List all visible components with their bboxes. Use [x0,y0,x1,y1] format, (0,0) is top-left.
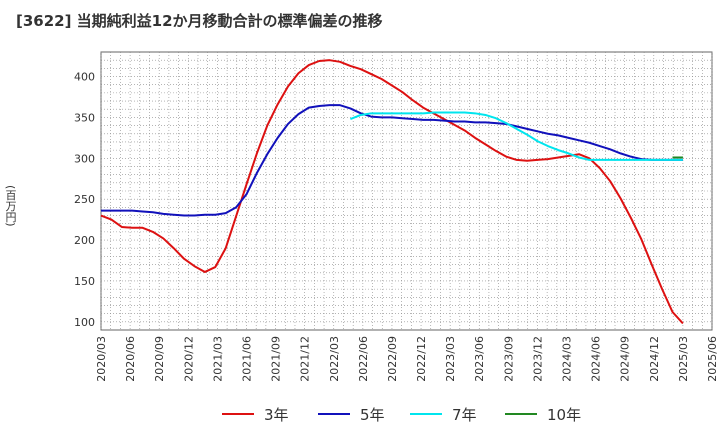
x-tick-label: 2024/09 [619,336,632,382]
x-tick-label: 2021/06 [240,336,253,382]
series-line-3 [350,111,683,161]
series-line-1 [100,59,684,325]
legend-item-3: 7年 [410,404,477,425]
y-tick-label: 200 [74,234,95,247]
x-axis-ticks: 2020/03 2020/06 2020/09 2020/12 2021/03 2021/… [95,336,719,382]
x-tick-label: 2020/06 [124,336,137,382]
x-tick-label: 2022/06 [357,336,370,382]
x-tick-label: 2025/03 [677,336,690,382]
legend-label: 3年 [264,406,289,424]
legend-label: 7年 [452,406,477,424]
x-tick-label: 2020/03 [95,336,108,382]
x-tick-label: 2023/09 [502,336,515,382]
x-tick-label: 2022/03 [328,336,341,382]
y-tick-label: 300 [74,152,95,165]
legend-swatch [505,412,537,415]
legend-item-2: 5年 [318,404,385,425]
legend-item-1: 3年 [222,404,289,425]
x-tick-label: 2024/12 [648,336,661,382]
x-tick-label: 2023/12 [531,336,544,382]
y-tick-label: 400 [74,71,95,84]
series-line-2 [101,104,683,217]
x-tick-label: 2023/06 [473,336,486,382]
y-tick-label: 350 [74,111,95,124]
y-axis-label: (百万円) [4,185,17,227]
series-lines [100,59,684,325]
x-tick-label: 2020/09 [153,336,166,382]
x-tick-label: 2021/09 [270,336,283,382]
y-tick-label: 100 [74,316,95,329]
legend-swatch [222,412,254,415]
legend-label: 5年 [360,406,385,424]
legend-swatch [410,412,442,415]
x-tick-label: 2022/12 [415,336,428,382]
gridlines [100,52,713,330]
x-tick-label: 2024/06 [590,336,603,382]
legend-swatch [318,412,350,415]
x-tick-label: 2022/09 [386,336,399,382]
x-tick-label: 2023/03 [444,336,457,382]
x-tick-label: 2025/06 [706,336,719,382]
legend-label: 10年 [547,406,582,424]
y-tick-label: 250 [74,193,95,206]
legend-item-4: 10年 [505,404,581,425]
x-tick-label: 2020/12 [182,336,195,382]
legend: 3年 5年 7年 10年 [0,404,720,428]
y-tick-label: 150 [74,275,95,288]
plot-area [100,51,713,331]
x-tick-label: 2021/12 [299,336,312,382]
x-tick-label: 2021/03 [211,336,224,382]
y-axis-ticks: 100 150 200 250 300 350 400 [74,71,95,329]
x-tick-label: 2024/03 [561,336,574,382]
chart-title: [3622] 当期純利益12か月移動合計の標準偏差の推移 [16,12,383,30]
